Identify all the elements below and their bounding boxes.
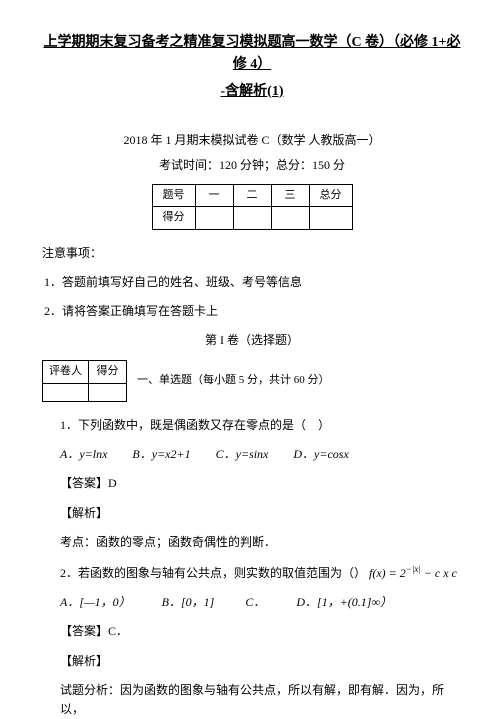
cell-empty [89, 384, 127, 402]
doc-title-line2: -含解析(1) [42, 81, 462, 103]
cell-header: 评卷人 [43, 361, 89, 384]
opt-C: C．y=sinx [216, 447, 269, 461]
note-item-2: 2．请将答案正确填写在答题卡上 [44, 302, 462, 321]
grader-table: 评卷人 得分 [42, 360, 127, 402]
opt-C: C． [245, 595, 265, 609]
question-2-text: 2．若函数的图象与轴有公共点，则实数的取值范围为（） [60, 566, 366, 580]
cell-empty [271, 207, 309, 230]
question-2: 2．若函数的图象与轴有公共点，则实数的取值范围为（） f(x) = 2−|x| … [60, 562, 462, 583]
cell-header: 二 [233, 184, 271, 207]
table-row: 评卷人 得分 [43, 361, 127, 384]
section-1-heading: 第 I 卷（选择题） [42, 331, 462, 350]
cell-empty [309, 207, 352, 230]
opt-B: B．y=x2+1 [132, 447, 190, 461]
cell-header: 三 [271, 184, 309, 207]
doc-title-line1: 上学期期末复习备考之精准复习模拟题高一数学（C 卷）（必修 1+必修 4） [42, 32, 462, 77]
exam-date: 2018 年 1 月期末模拟试卷 C（数学 人教版高一） [42, 131, 462, 150]
opt-D: D．y=cosx [293, 447, 348, 461]
cell-header: 总分 [309, 184, 352, 207]
question-1-answer: 【答案】D [60, 474, 462, 493]
note-item-1: 1．答题前填写好自己的姓名、班级、考号等信息 [44, 273, 462, 292]
question-2-answer: 【答案】C． [60, 622, 462, 641]
table-row: 题号 一 二 三 总分 [152, 184, 352, 207]
question-2-options: A．[—1，0） B．[0，1] C． D．[1，+(0.1]∞） [60, 593, 462, 612]
grader-row: 评卷人 得分 一、单选题（每小题 5 分，共计 60 分） [42, 360, 462, 402]
opt-A: A．[—1，0） [60, 595, 131, 609]
section-caption: 一、单选题（每小题 5 分，共计 60 分） [137, 372, 330, 390]
question-1-analysis: 【解析】 [60, 504, 462, 523]
cell-header: 题号 [152, 184, 195, 207]
cell-empty [195, 207, 233, 230]
question-2-formula: f(x) = 2−|x| − c x c [369, 566, 457, 580]
question-1: 1．下列函数中，既是偶函数又存在零点的是（ ） [60, 416, 462, 435]
exam-time: 考试时间：120 分钟；总分：150 分 [42, 156, 462, 175]
cell-empty [43, 384, 89, 402]
question-2-explanation: 试题分析：因为函数的图象与轴有公共点，所以有解，即有解．因为，所以， [60, 681, 462, 719]
question-1-options: A．y=lnx B．y=x2+1 C．y=sinx D．y=cosx [60, 445, 462, 464]
cell-label: 得分 [152, 207, 195, 230]
question-1-keypoint: 考点：函数的零点；函数奇偶性的判断． [60, 533, 462, 552]
cell-header: 得分 [89, 361, 127, 384]
score-table: 题号 一 二 三 总分 得分 [152, 184, 353, 230]
cell-empty [233, 207, 271, 230]
question-2-analysis: 【解析】 [60, 652, 462, 671]
table-row: 得分 [152, 207, 352, 230]
note-head: 注意事项： [42, 244, 462, 263]
opt-A: A．y=lnx [60, 447, 107, 461]
opt-B: B．[0，1] [162, 595, 215, 609]
cell-header: 一 [195, 184, 233, 207]
table-row [43, 384, 127, 402]
opt-D: D．[1，+(0.1]∞） [296, 595, 392, 609]
